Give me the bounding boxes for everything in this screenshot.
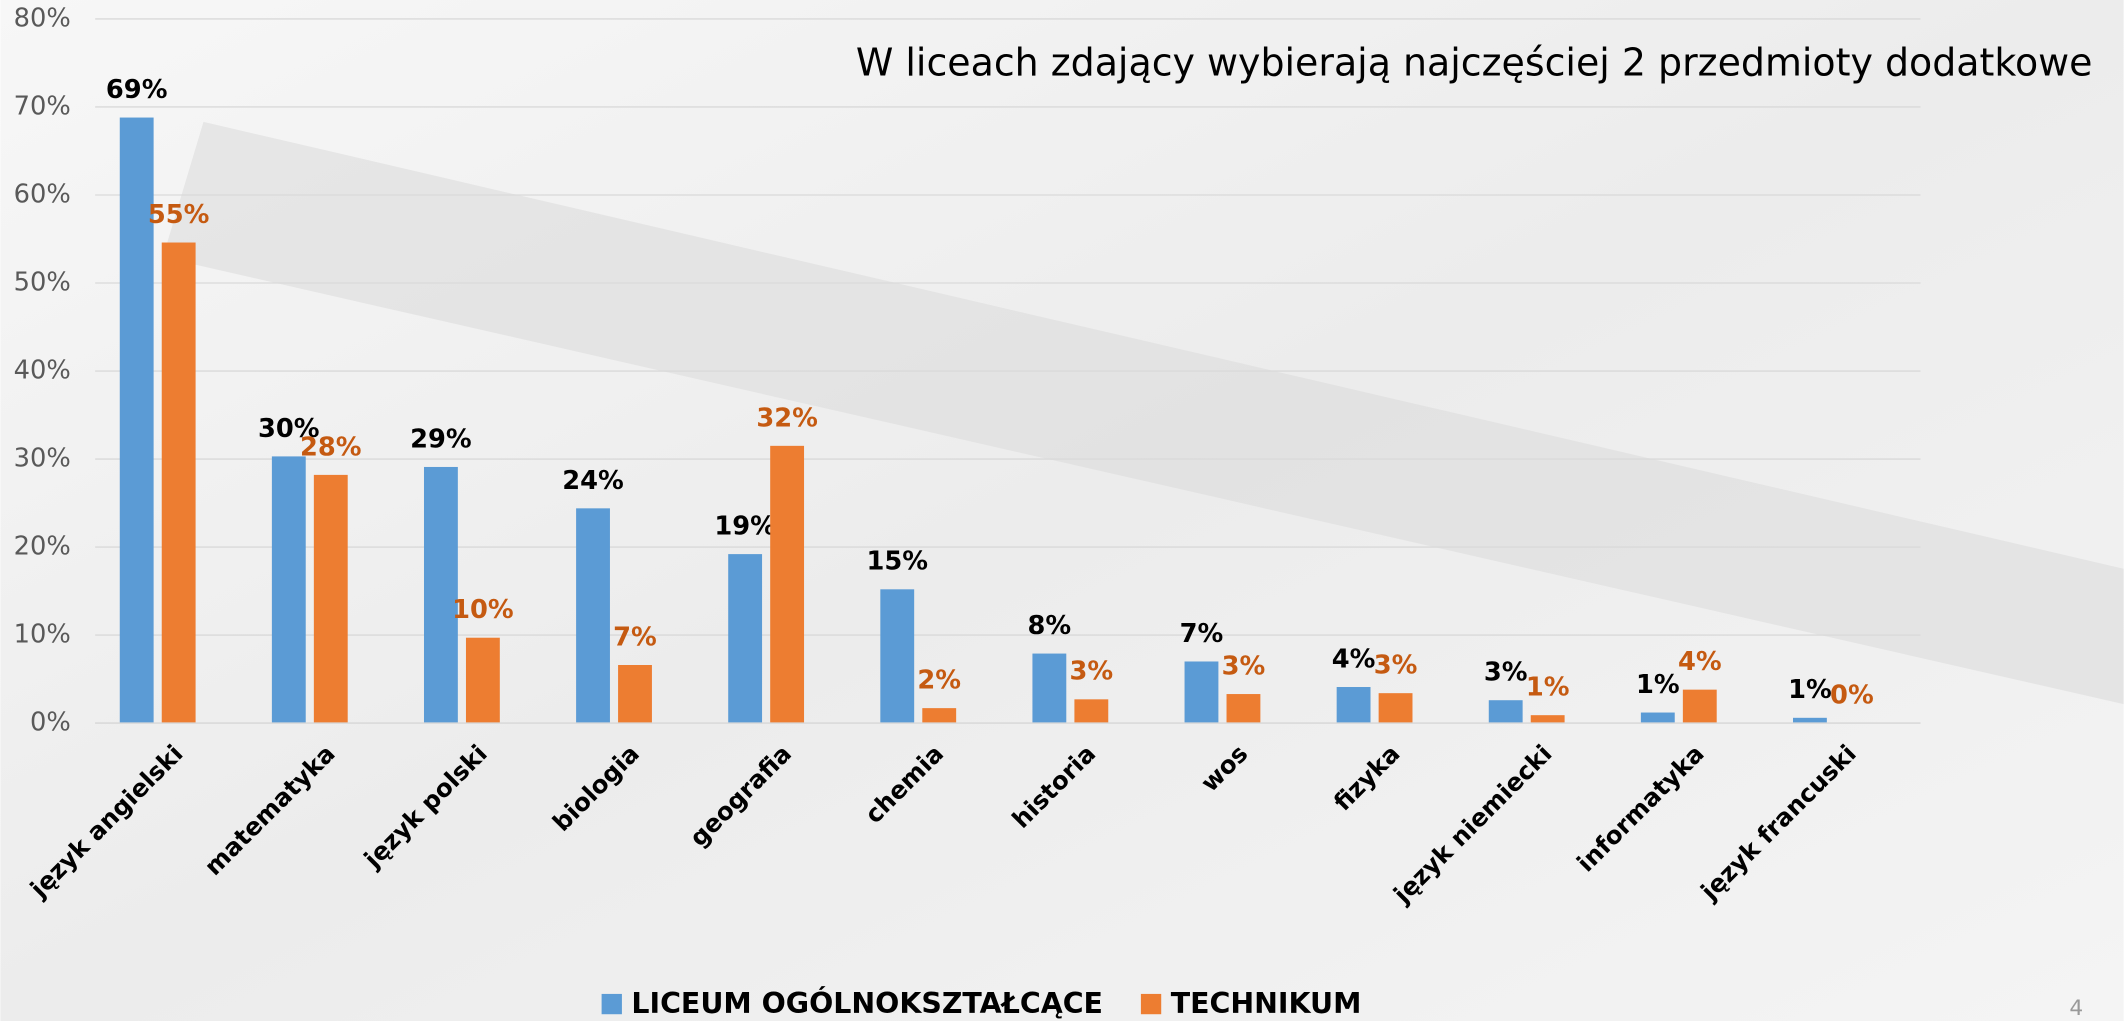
y-tick-label: 40%	[14, 356, 71, 386]
bar	[1682, 689, 1717, 724]
legend-label: TECHNIKUM	[1171, 987, 1362, 1020]
data-label: 29%	[410, 424, 472, 454]
bar	[465, 637, 500, 724]
data-label: 4%	[1678, 647, 1722, 677]
bar	[423, 466, 458, 724]
bar	[1226, 694, 1261, 724]
legend-swatch	[1140, 993, 1162, 1015]
y-tick-label: 60%	[14, 179, 71, 209]
data-label: 3%	[1222, 651, 1266, 681]
bar	[1336, 687, 1371, 724]
data-label: 2%	[917, 666, 961, 696]
bar	[770, 445, 805, 724]
legend-label: LICEUM OGÓLNOKSZTAŁCĄCE	[631, 986, 1103, 1020]
bar	[1792, 717, 1827, 724]
bar	[1074, 699, 1109, 724]
bar	[1184, 661, 1219, 724]
y-tick-label: 20%	[14, 532, 71, 562]
bar	[576, 508, 610, 724]
data-label: 0%	[1830, 681, 1874, 711]
data-label: 7%	[613, 622, 657, 652]
data-label: 24%	[562, 466, 624, 496]
bar	[161, 242, 196, 724]
data-label: 1%	[1636, 670, 1680, 700]
bar	[728, 554, 763, 724]
bar	[880, 589, 915, 724]
bar	[1032, 653, 1067, 724]
data-label: 4%	[1332, 644, 1376, 674]
data-label: 3%	[1374, 651, 1418, 681]
bar	[1530, 715, 1565, 724]
page-number: 4	[2069, 996, 2083, 1021]
data-label: 1%	[1788, 675, 1832, 705]
data-label: 1%	[1526, 673, 1570, 703]
data-label: 3%	[1070, 657, 1114, 687]
data-label: 10%	[452, 595, 514, 625]
bar	[271, 456, 306, 724]
data-label: 15%	[866, 547, 928, 577]
y-tick-label: 10%	[14, 620, 71, 650]
legend-swatch	[601, 993, 622, 1015]
y-tick-label: 80%	[14, 3, 71, 33]
data-label: 8%	[1028, 611, 1072, 641]
data-label: 55%	[148, 200, 210, 230]
y-tick-label: 70%	[14, 91, 71, 121]
data-label: 30%	[258, 414, 320, 444]
data-label: 69%	[106, 75, 168, 105]
bar	[1488, 700, 1523, 724]
bar	[618, 665, 652, 724]
bar	[1640, 712, 1675, 724]
bar	[313, 474, 348, 724]
bar	[119, 117, 154, 724]
data-label: 3%	[1484, 658, 1528, 688]
data-label: 7%	[1180, 619, 1224, 649]
y-tick-label: 0%	[30, 708, 71, 738]
bar	[1378, 693, 1413, 724]
data-label: 19%	[714, 512, 776, 542]
chart-title: W liceach zdający wybierają najczęściej …	[856, 40, 2093, 84]
data-label: 32%	[756, 403, 818, 433]
background-shape	[162, 121, 2124, 705]
y-tick-label: 30%	[14, 444, 71, 474]
y-tick-label: 50%	[14, 268, 71, 298]
bar	[922, 708, 957, 724]
data-label: 28%	[300, 432, 362, 462]
